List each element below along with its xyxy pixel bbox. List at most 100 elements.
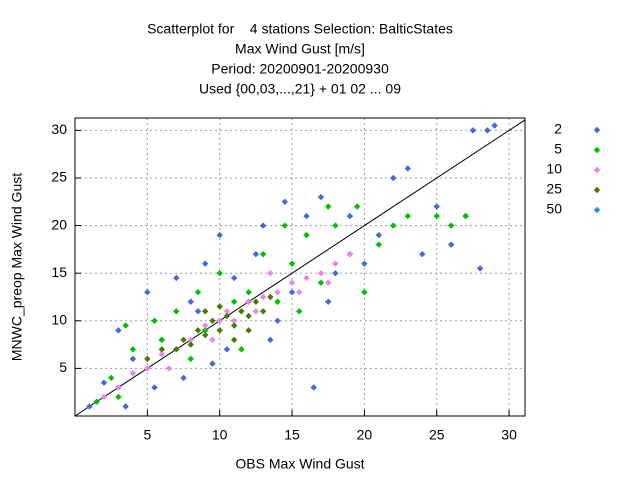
point [332, 222, 339, 229]
point [216, 327, 223, 334]
point [129, 346, 137, 353]
point [259, 250, 267, 258]
point [238, 308, 245, 315]
y-tick-label: 5 [59, 359, 67, 375]
point [245, 312, 252, 320]
x-tick-label: 10 [212, 427, 228, 443]
point [259, 293, 267, 301]
point [151, 384, 158, 391]
point [390, 174, 397, 182]
chart-subtitle: Max Wind Gust [m/s] [235, 41, 365, 57]
point [180, 336, 187, 344]
y-tick-label: 30 [51, 121, 67, 137]
point [107, 374, 115, 382]
point [252, 250, 260, 258]
point [115, 393, 122, 401]
legend-marker [593, 206, 601, 214]
y-tick-label: 25 [51, 169, 67, 185]
point [115, 384, 122, 391]
point [296, 308, 303, 315]
point [303, 212, 310, 220]
point [144, 289, 151, 296]
point [274, 298, 281, 305]
point [144, 355, 151, 363]
point [281, 222, 289, 229]
chart-title: Scatterplot for 4 stations Selection: Ba… [147, 21, 453, 37]
point [303, 274, 310, 282]
point [325, 279, 332, 286]
point [404, 165, 411, 172]
point [491, 122, 498, 129]
point [303, 231, 310, 239]
point [288, 260, 296, 267]
point [194, 308, 202, 315]
point [173, 308, 180, 315]
point [216, 303, 223, 310]
point [419, 250, 426, 258]
point [187, 336, 194, 344]
point [433, 212, 440, 220]
legend-label: 50 [546, 201, 562, 217]
point [223, 312, 231, 320]
point [151, 317, 158, 324]
point [129, 355, 137, 363]
point [317, 193, 325, 201]
point [245, 327, 252, 334]
point [230, 274, 238, 282]
point [100, 379, 108, 386]
point [158, 350, 166, 358]
legend-marker [593, 166, 601, 174]
point [375, 231, 383, 239]
point [158, 346, 166, 353]
point [223, 308, 231, 315]
chart-subtitle: Period: 20200901-20200930 [211, 61, 389, 77]
point [325, 298, 332, 305]
point [274, 289, 281, 296]
y-tick-label: 10 [51, 311, 67, 327]
point [245, 298, 252, 305]
point [296, 289, 303, 296]
point [93, 398, 100, 405]
point [288, 279, 296, 286]
point [216, 317, 223, 324]
legend-marker [593, 146, 601, 154]
point [390, 222, 397, 229]
legend-label: 10 [546, 161, 562, 177]
point [187, 298, 194, 305]
point [317, 279, 325, 286]
point [180, 374, 187, 382]
point [122, 403, 129, 410]
diagonal-line [74, 119, 526, 417]
point [209, 360, 216, 367]
point [173, 274, 180, 282]
point [259, 308, 267, 315]
point [209, 317, 216, 324]
point [259, 222, 267, 229]
point [404, 212, 411, 220]
point [173, 346, 180, 353]
point [230, 336, 238, 344]
point [216, 231, 223, 239]
point [252, 308, 260, 315]
chart-subtitle: Used {00,03,...,21} + 01 02 ... 09 [199, 81, 401, 97]
y-axis-label: MNWC_preop Max Wind Gust [9, 173, 25, 361]
point [115, 327, 122, 334]
x-tick-label: 30 [501, 427, 517, 443]
point [288, 289, 296, 296]
point [223, 346, 231, 353]
point [281, 198, 289, 205]
legend-marker [593, 186, 601, 194]
point [448, 241, 455, 248]
point [245, 289, 252, 296]
point [361, 260, 368, 267]
point [122, 322, 129, 329]
point [484, 127, 491, 134]
point [361, 289, 368, 296]
point [187, 341, 194, 348]
point [194, 289, 202, 296]
plot-frame [74, 117, 526, 417]
point [462, 212, 469, 220]
point [274, 317, 281, 324]
